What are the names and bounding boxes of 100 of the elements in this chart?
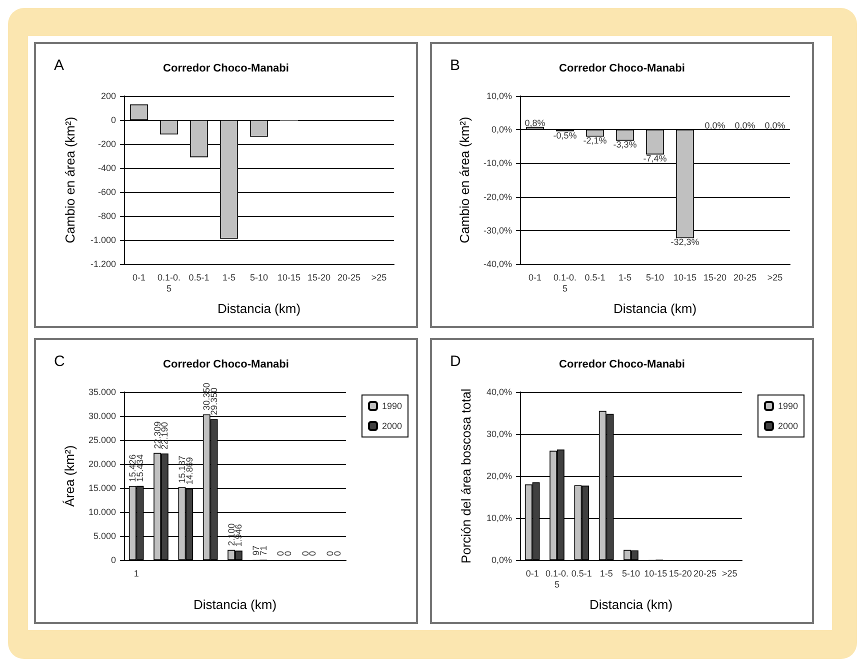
x-tick-label: 0.1-0.5: [553, 272, 577, 294]
data-label: 0: [332, 550, 342, 556]
data-label: -2,1%: [583, 136, 607, 146]
data-label: -0,5%: [553, 130, 577, 140]
y-tick-label: 200: [100, 91, 116, 101]
legend-label: 2000: [382, 421, 402, 431]
data-label: 71: [258, 546, 268, 556]
y-tick-label: -20,0%: [483, 192, 512, 202]
data-label: 0: [276, 550, 286, 556]
y-tick-label: 35.000: [88, 387, 116, 397]
y-tick-label: -1.200: [90, 259, 116, 269]
x-axis-title: Distancia (km): [217, 301, 301, 316]
data-label: 0,0%: [764, 120, 786, 131]
y-tick-label: 0: [110, 555, 116, 565]
x-tick-label: 15-20: [703, 272, 727, 282]
legend-label: 1990: [382, 401, 402, 411]
x-axis-title: Distancia (km): [613, 301, 697, 316]
data-label: 15.187: [176, 456, 187, 484]
data-label: 1.946: [234, 524, 244, 547]
y-axis-title: Porción del área boscosa total: [458, 388, 474, 564]
x-tick-label: 10-15: [277, 272, 301, 282]
text: C: [54, 353, 65, 370]
x-tick-label: 10-15: [644, 568, 668, 578]
x-tick-label: 1-5: [222, 272, 236, 282]
x-tick-label: 15-20: [668, 568, 692, 578]
x-tick-label: 5-10: [646, 272, 664, 282]
y-tick-label: -800: [98, 211, 116, 221]
x-tick-label: >25: [371, 272, 387, 282]
data-label: 14.869: [184, 457, 194, 485]
data-label: 15.434: [135, 454, 146, 482]
x-tick-label: 20-25: [337, 272, 361, 282]
y-tick-label: -200: [98, 139, 116, 149]
data-label: 0: [308, 550, 318, 556]
text: B: [450, 57, 460, 74]
x-tick-label: 10-15: [673, 272, 697, 282]
x-tick-label: 0-1: [132, 272, 146, 282]
legend-label: 1990: [778, 401, 798, 411]
data-label: 30.350: [202, 382, 212, 410]
y-tick-label: 40,0%: [486, 387, 512, 397]
y-tick-label: 30.000: [88, 411, 116, 421]
x-tick-label: >25: [722, 568, 738, 578]
y-tick-label: 10.000: [88, 507, 116, 517]
data-label: 97: [250, 546, 261, 556]
data-label: -32,3%: [670, 237, 700, 248]
x-tick-label: 0.5-1: [188, 272, 210, 282]
data-label: 22.309: [152, 421, 162, 449]
chart-title: Corredor Choco-Manabi: [559, 358, 685, 370]
data-label: 0: [324, 550, 335, 556]
legend-label: 2000: [778, 421, 798, 431]
data-label: 22.190: [160, 422, 170, 450]
x-tick-label: 1-5: [600, 568, 613, 578]
x-tick-label: 0.5-1: [571, 568, 592, 578]
y-axis-title: Cambio en área (km²): [62, 116, 78, 244]
y-axis-title: Área (km²): [62, 445, 78, 507]
data-label: 29.350: [209, 388, 220, 416]
data-label: 0,0%: [734, 120, 756, 131]
x-axis-title: Distancia (km): [589, 597, 673, 612]
y-tick-label: 25.000: [88, 435, 116, 445]
y-tick-label: 0,0%: [491, 124, 512, 135]
y-tick-label: 0: [110, 115, 116, 125]
x-axis-title: Distancia (km): [193, 597, 277, 612]
x-tick-label: 5-10: [250, 272, 268, 282]
y-tick-label: 0,0%: [491, 555, 512, 565]
x-tick-label: 1: [134, 568, 139, 578]
y-tick-label: 5.000: [93, 531, 116, 541]
y-tick-label: 15.000: [88, 483, 116, 493]
x-tick-label: 5-10: [622, 568, 640, 578]
x-tick-label: 0.1-0.5: [545, 568, 569, 590]
y-tick-label: 20.000: [88, 459, 116, 469]
data-label: 0: [300, 550, 310, 556]
x-tick-label: 0-1: [528, 272, 542, 282]
y-tick-label: 20,0%: [486, 471, 512, 481]
chart-title: Corredor Choco-Manabi: [163, 358, 289, 370]
x-tick-label: >25: [767, 272, 783, 282]
data-label: 0,0%: [704, 120, 726, 131]
x-tick-label: 20-25: [733, 272, 757, 282]
data-label: 2.100: [226, 523, 236, 546]
y-tick-label: 10,0%: [486, 513, 512, 523]
y-tick-label: 10,0%: [486, 91, 512, 101]
y-tick-label: -10,0%: [483, 158, 512, 168]
data-label: 15.426: [128, 454, 138, 482]
x-tick-label: 20-25: [693, 568, 717, 578]
x-tick-label: 15-20: [307, 272, 331, 282]
y-tick-label: -40,0%: [483, 259, 512, 269]
y-tick-label: -30,0%: [483, 225, 512, 236]
data-label: 0,8%: [524, 118, 546, 128]
y-tick-label: 30,0%: [486, 429, 512, 439]
data-label: 0: [283, 550, 294, 556]
chart-title: Corredor Choco-Manabi: [163, 62, 289, 74]
y-tick-label: -1.000: [90, 235, 116, 245]
chart-title: Corredor Choco-Manabi: [559, 62, 685, 74]
x-tick-label: 0.1-0.5: [157, 272, 181, 294]
y-tick-label: -400: [98, 163, 116, 173]
y-axis-title: Cambio en área (km²): [457, 116, 472, 244]
data-label: -3,3%: [613, 140, 637, 150]
data-label: -7,4%: [643, 153, 667, 164]
x-tick-label: 0-1: [526, 568, 539, 578]
x-tick-label: 0.5-1: [584, 272, 606, 282]
text: A: [54, 57, 64, 74]
x-tick-label: 1-5: [618, 272, 632, 282]
